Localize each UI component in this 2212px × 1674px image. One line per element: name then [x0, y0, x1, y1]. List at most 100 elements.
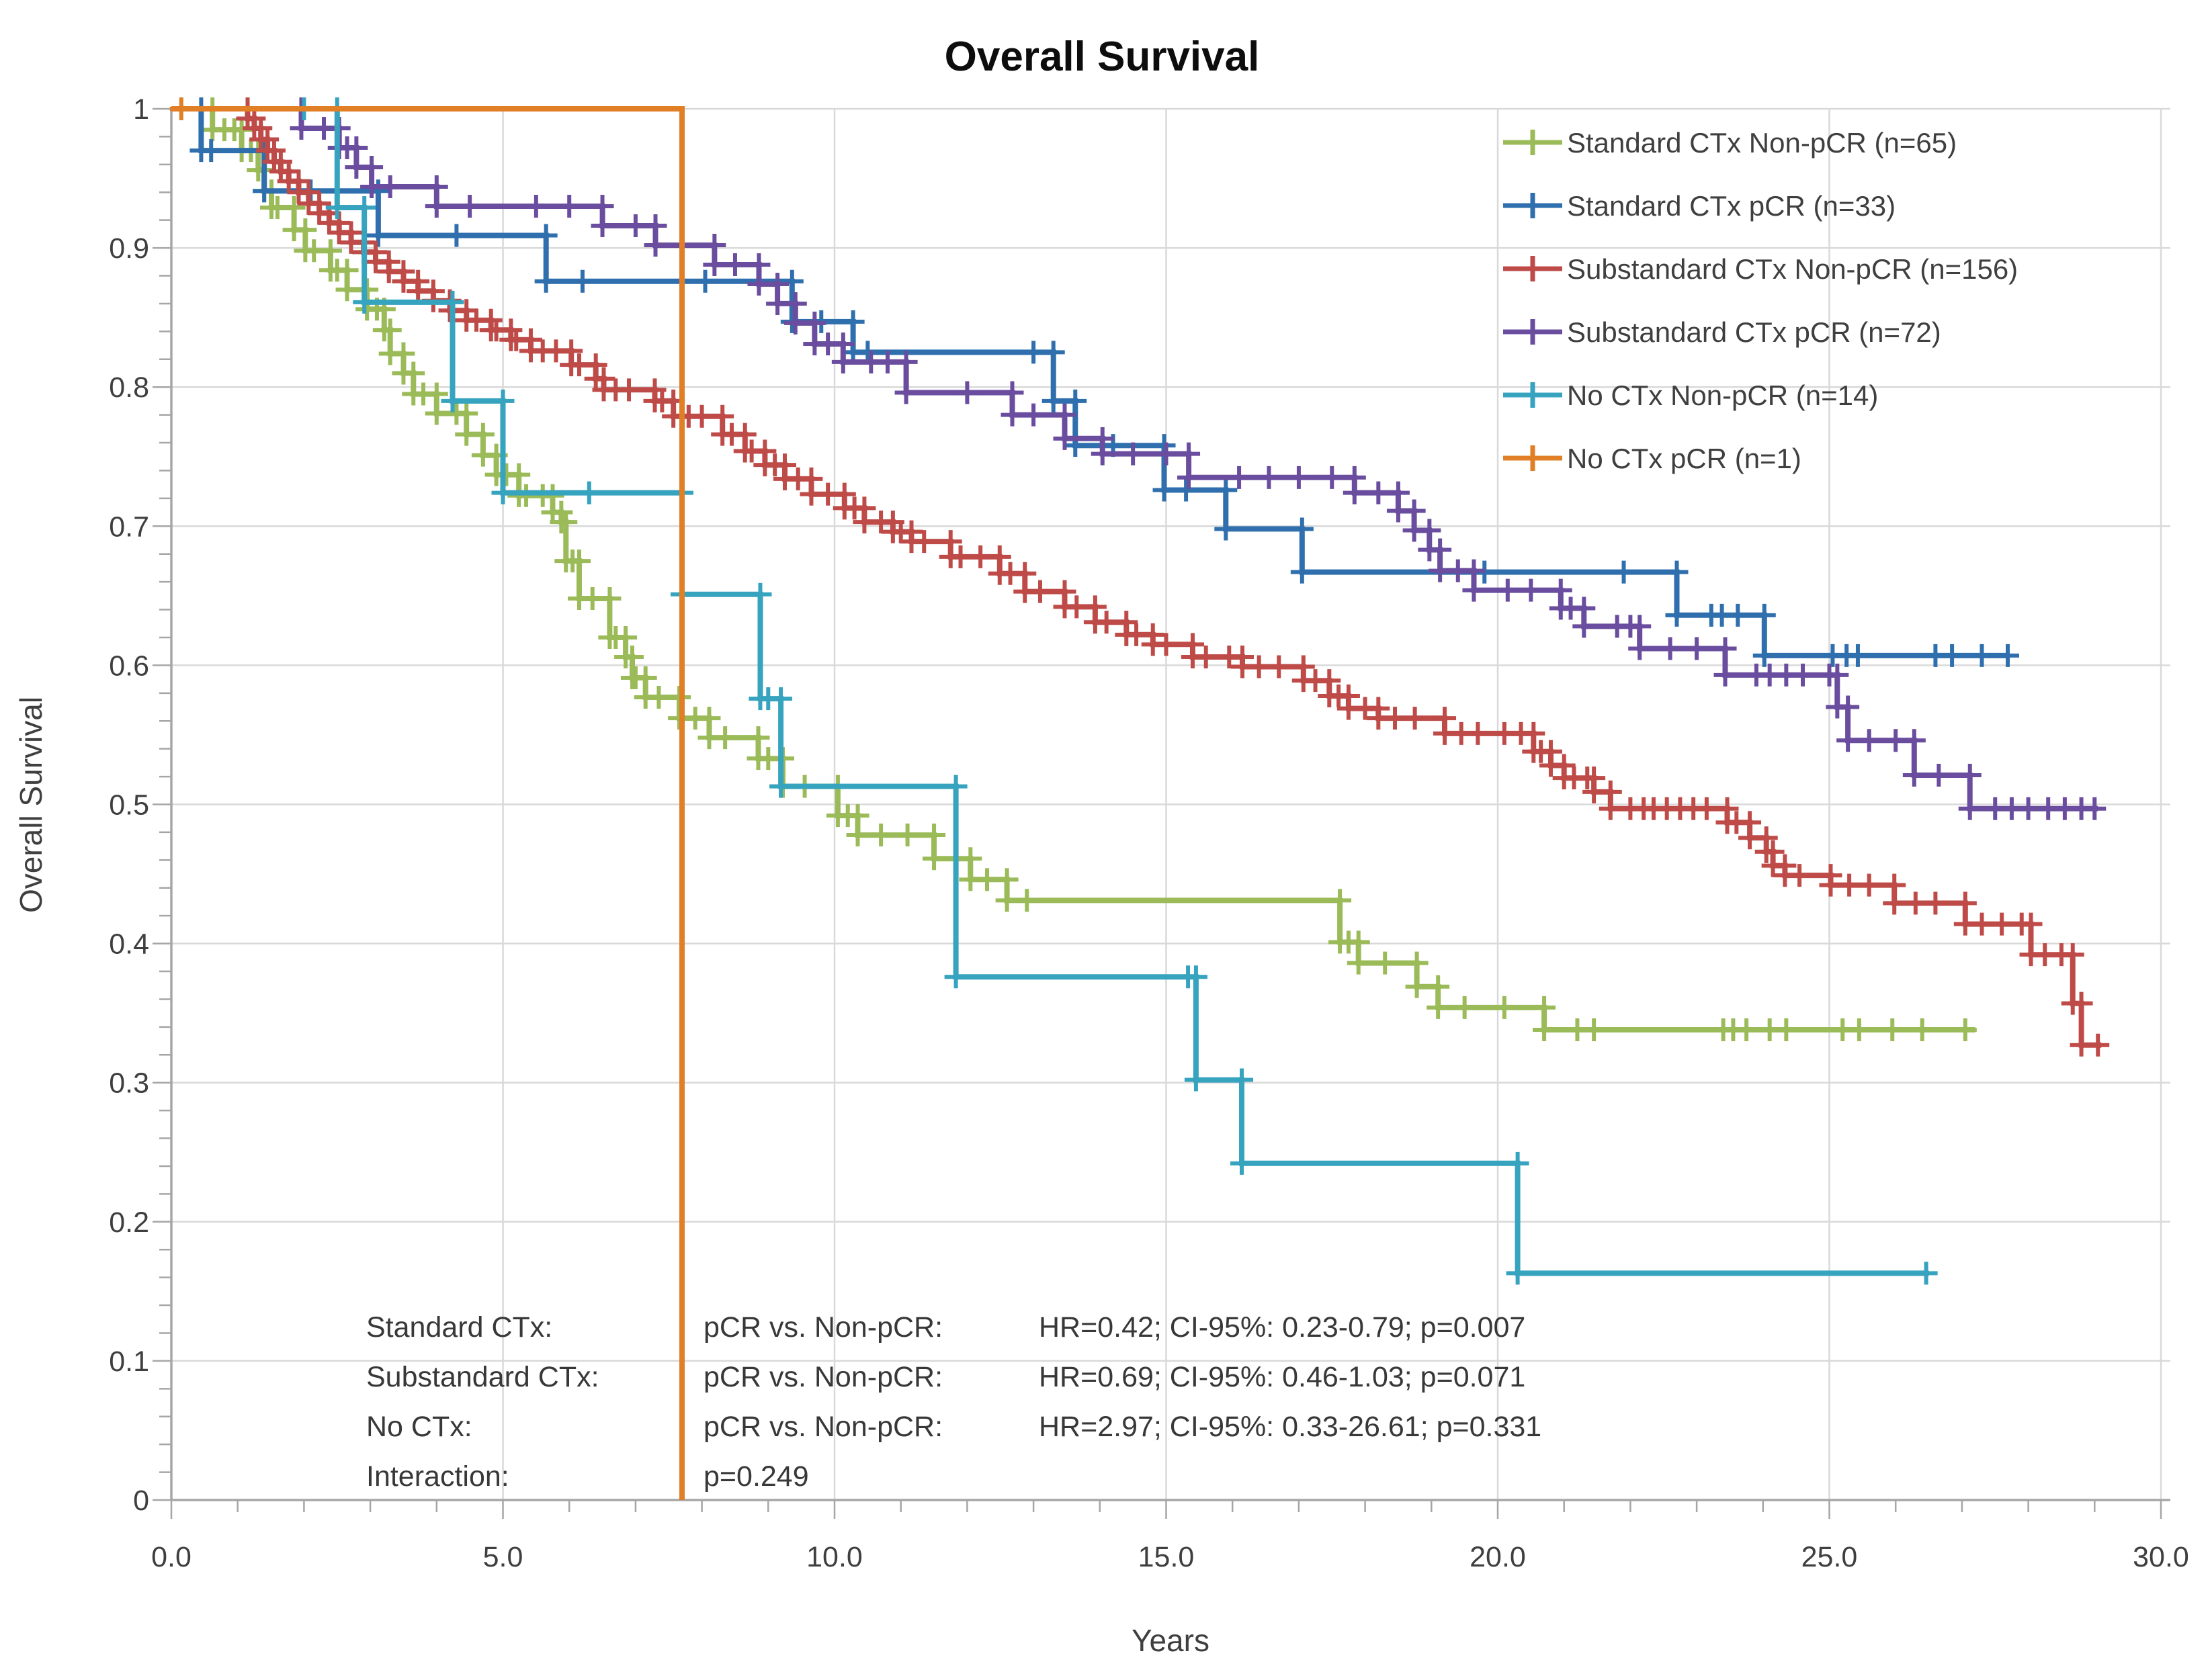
censor-mark [1576, 766, 1599, 790]
y-tick-label: 0.9 [109, 232, 149, 265]
step-marker [749, 582, 772, 606]
step-marker [620, 645, 644, 668]
legend-item: No CTx Non-pCR (n=14) [1503, 380, 1878, 411]
annot-row-label: No CTx: [366, 1411, 472, 1443]
step-marker [995, 868, 1019, 891]
censor-mark [568, 353, 591, 377]
censor-mark [1015, 889, 1039, 912]
censor-mark [1857, 729, 1881, 752]
y-tick-label: 0.6 [109, 650, 149, 682]
annot-row-comparison: pCR vs. Non-pCR: [704, 1361, 943, 1393]
censor-mark [445, 224, 468, 247]
censor-mark [757, 687, 780, 711]
censor-mark [683, 707, 707, 730]
censor-mark [1927, 764, 1951, 787]
censor-mark [570, 269, 594, 293]
censor-mark [484, 318, 508, 342]
censor-mark [1990, 912, 2014, 936]
step-marker [1290, 517, 1314, 541]
censor-mark [577, 481, 601, 504]
step-marker [392, 342, 415, 365]
annot-row-label: Substandard CTx: [366, 1361, 599, 1393]
censor-mark [757, 747, 780, 770]
censor-mark [1218, 645, 1241, 668]
legend-label: Substandard CTx pCR (n=72) [1567, 316, 1941, 348]
censor-mark [786, 467, 810, 490]
legend-marker-purple [1503, 319, 1562, 345]
step-marker [1001, 403, 1024, 427]
step-marker [2070, 992, 2093, 1015]
censor-mark [998, 562, 1022, 585]
legend-marker-green [1503, 130, 1562, 155]
step-marker [1053, 427, 1076, 450]
censor-mark [740, 439, 763, 463]
censor-mark [1612, 560, 1635, 584]
step-marker [1902, 764, 1926, 787]
step-marker [425, 194, 448, 218]
step-marker [591, 214, 614, 237]
series-standard-ctx-pcr [171, 97, 2019, 667]
annot-row-comparison: pCR vs. Non-pCR: [704, 1411, 943, 1443]
censor-mark [1453, 996, 1476, 1019]
annot-row-comparison: p=0.249 [704, 1460, 809, 1493]
step-marker [1883, 891, 1906, 915]
censor-mark [1175, 478, 1198, 502]
censor-mark [647, 686, 671, 709]
censor-mark [1726, 603, 1750, 627]
censor-mark [412, 382, 435, 406]
censor-mark [1791, 663, 1815, 687]
censor-mark [1327, 684, 1351, 707]
censor-mark [763, 453, 787, 477]
step-marker [1953, 891, 1977, 915]
censor-mark [955, 381, 979, 404]
censor-mark [1336, 930, 1360, 954]
step-marker [253, 179, 276, 203]
censor-mark [1658, 637, 1682, 660]
step-marker [780, 269, 804, 293]
step-marker [1713, 663, 1737, 687]
step-marker [769, 775, 793, 798]
censor-mark [624, 214, 647, 237]
censor-mark [1154, 633, 1178, 656]
censor-mark [1125, 623, 1148, 646]
censor-mark [169, 97, 193, 120]
step-marker [1001, 381, 1024, 404]
censor-mark [2010, 912, 2033, 936]
step-marker [1427, 996, 1450, 1019]
step-marker [923, 847, 946, 871]
censor-mark [690, 404, 714, 428]
step-marker [1506, 1151, 1529, 1175]
step-marker [471, 423, 495, 446]
step-marker [747, 726, 770, 750]
step-marker [783, 311, 807, 335]
censor-mark [1028, 580, 1052, 603]
censor-mark [1121, 442, 1145, 466]
censor-mark [1095, 611, 1118, 634]
censor-mark [1695, 797, 1718, 820]
step-marker [1053, 403, 1076, 427]
censor-mark [1320, 466, 1344, 489]
step-marker [1214, 478, 1238, 502]
censor-mark [1177, 965, 1200, 989]
y-tick-label: 0.2 [109, 1206, 149, 1239]
step-marker [841, 310, 865, 333]
step-marker [441, 389, 464, 412]
censor-mark [312, 116, 336, 140]
step-marker [491, 389, 515, 412]
step-marker [353, 290, 376, 314]
step-marker [335, 278, 359, 302]
step-marker [1752, 644, 1776, 667]
y-tick-label: 0.3 [109, 1067, 149, 1100]
step-marker [1572, 615, 1596, 638]
censor-mark [2016, 797, 2040, 820]
x-tick-label: 20.0 [1470, 1541, 1526, 1573]
censor-mark [581, 586, 604, 610]
censor-mark [544, 339, 568, 363]
legend-item: Standard CTx Non-pCR (n=65) [1503, 127, 1957, 159]
legend-item: No CTx pCR (n=1) [1503, 443, 1801, 474]
y-tick-label: 0.7 [109, 511, 149, 543]
series-substandard-ctx-pcr [171, 97, 2107, 820]
censor-mark [531, 484, 554, 507]
step-marker [894, 381, 918, 404]
